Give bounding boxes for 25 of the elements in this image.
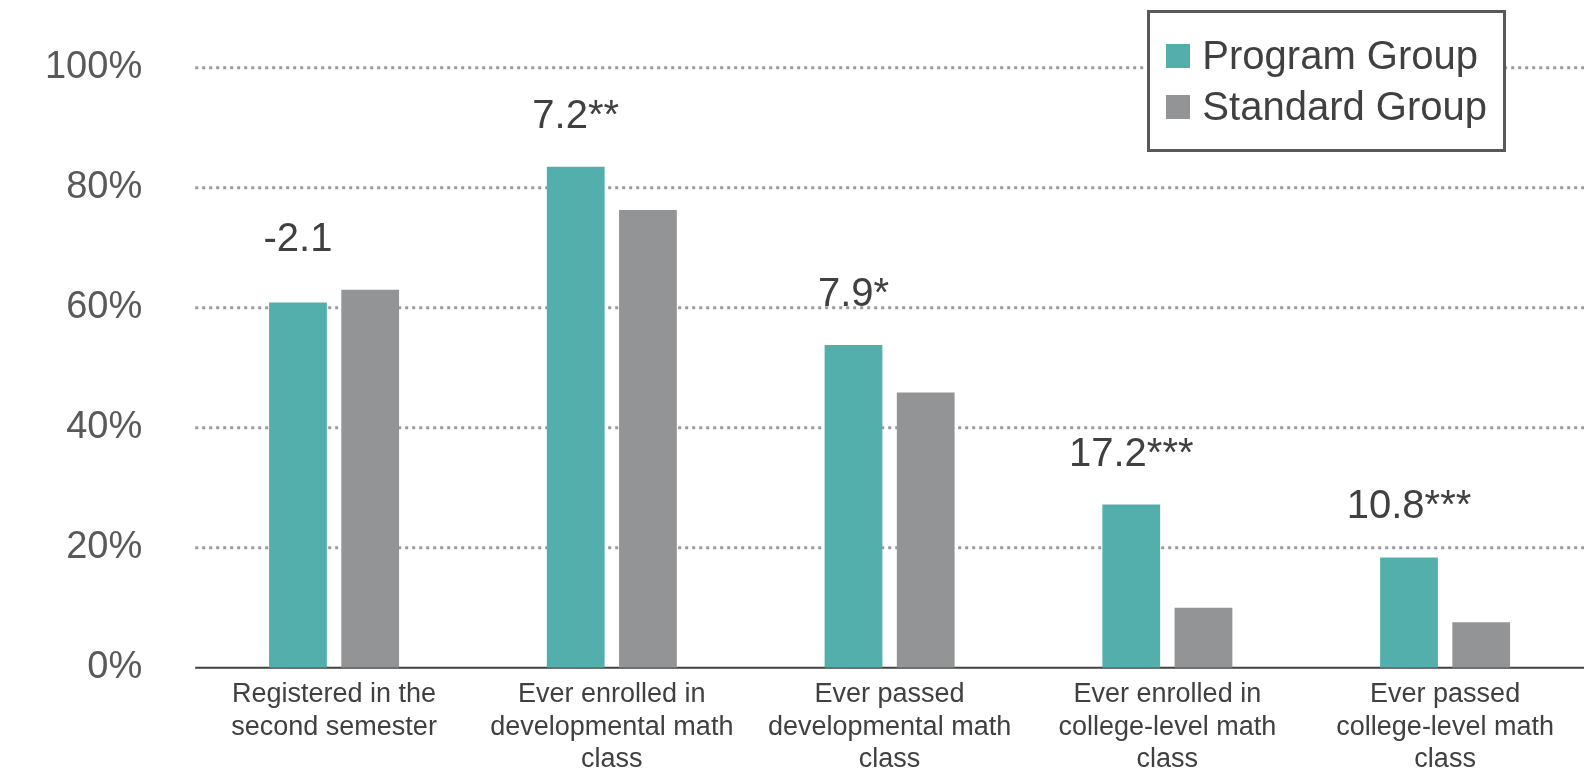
bar <box>1380 557 1438 668</box>
y-tick-label: 80% <box>66 164 143 207</box>
x-tick-label: Registered in the second semester <box>231 678 437 741</box>
annotation: 7.2** <box>532 91 620 136</box>
annotation: 7.9* <box>817 270 890 315</box>
bar <box>546 166 605 668</box>
legend-label: Standard Group <box>1202 84 1487 129</box>
bar <box>1452 622 1511 668</box>
x-tick-label: Ever passed college-level math class <box>1336 678 1554 774</box>
annotation: 10.8*** <box>1346 482 1472 527</box>
annotation: -2.1 <box>263 214 333 259</box>
bar <box>824 345 883 668</box>
annotation: 17.2*** <box>1068 429 1194 474</box>
bar <box>1174 607 1233 668</box>
y-tick-label: 20% <box>66 524 143 567</box>
x-tick-label: Ever passed developmental math class <box>768 678 1012 774</box>
x-tick-label: Ever enrolled in college-level math class <box>1058 678 1277 774</box>
bar <box>1102 504 1161 668</box>
bar <box>269 302 327 668</box>
y-tick-label: 100% <box>44 44 143 87</box>
y-tick-label: 0% <box>87 644 143 687</box>
y-tick-label: 60% <box>66 284 143 327</box>
y-tick-label: 40% <box>66 404 143 447</box>
legend-label: Program Group <box>1202 33 1479 78</box>
x-tick-label: Ever enrolled in developmental math class <box>490 678 734 774</box>
